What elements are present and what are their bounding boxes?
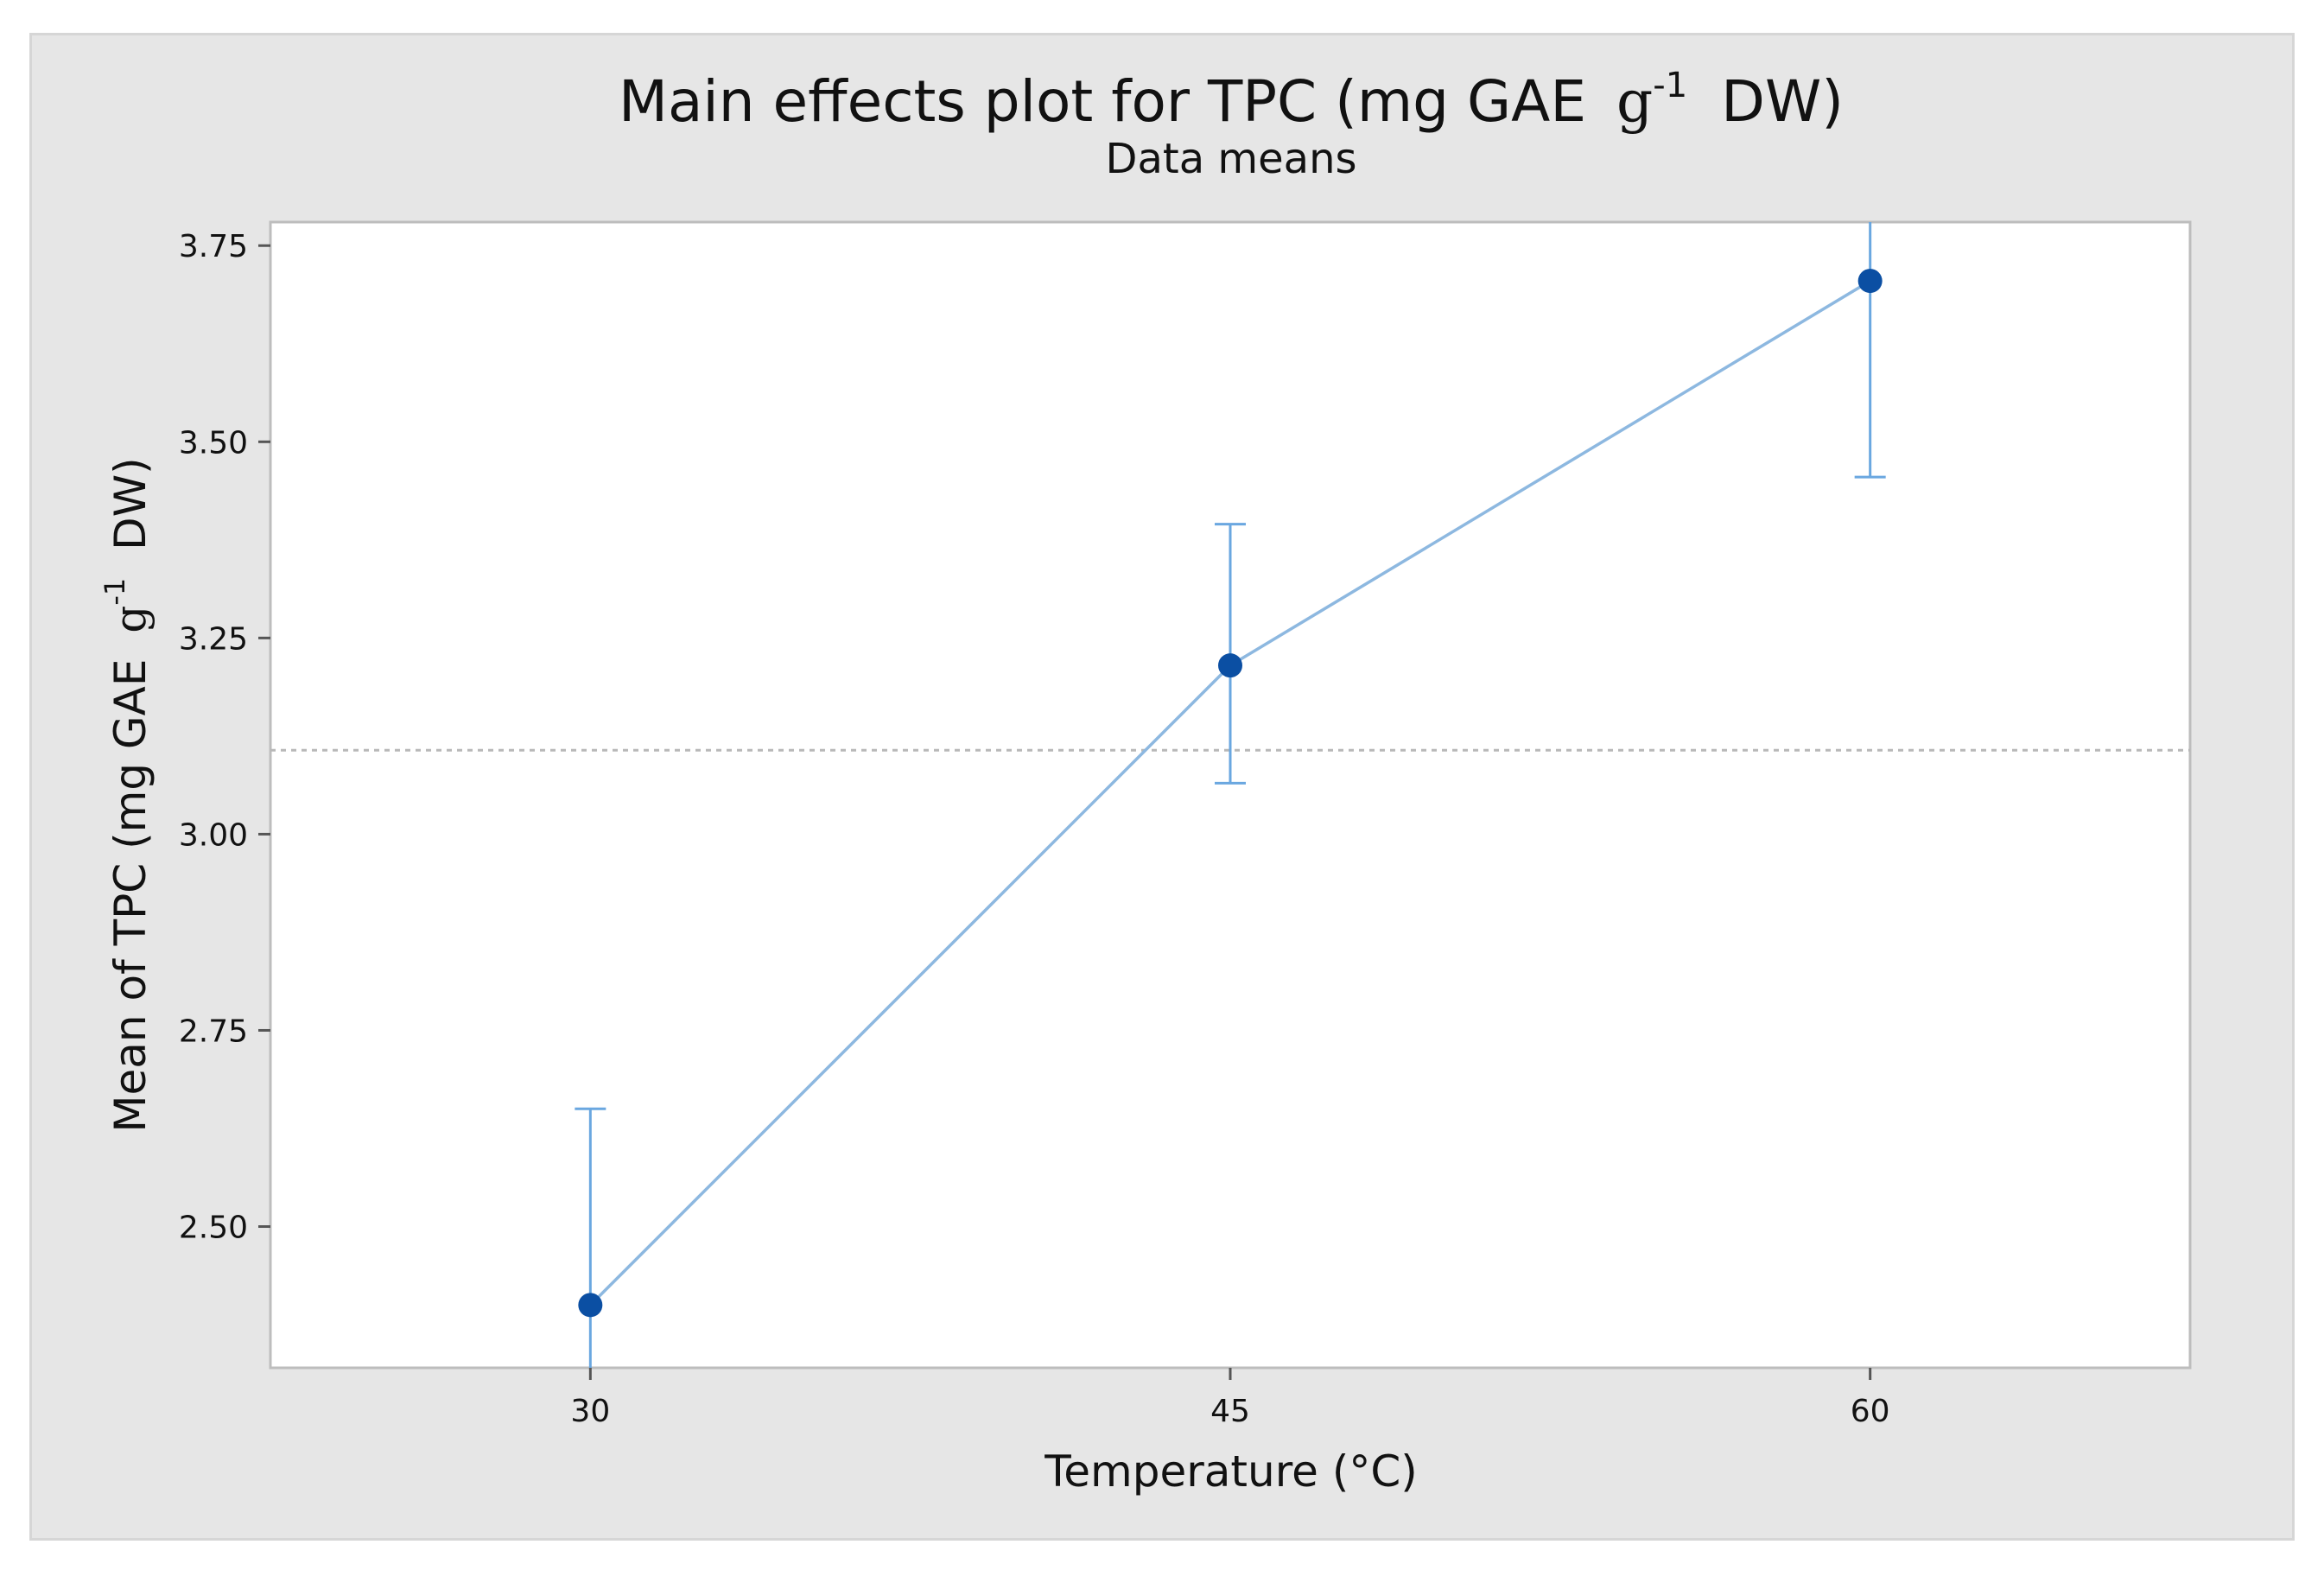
x-tick-label: 30 bbox=[570, 1394, 610, 1429]
data-point bbox=[1218, 653, 1242, 678]
data-point bbox=[1857, 269, 1883, 294]
y-tick-label: 3.50 bbox=[179, 425, 248, 461]
y-axis-label: Mean of TPC (mg GAE g-1 DW) bbox=[85, 457, 156, 1132]
y-tick-label: 3.25 bbox=[179, 621, 248, 657]
x-tick-label: 60 bbox=[1851, 1394, 1890, 1429]
y-tick-label: 3.75 bbox=[179, 229, 248, 264]
chart-title: Main effects plot for TPC (mg GAE g-1 DW… bbox=[619, 44, 1844, 135]
x-axis-label: Temperature (°C) bbox=[1044, 1446, 1418, 1497]
y-tick-label: 2.50 bbox=[179, 1211, 248, 1246]
x-tick-label: 45 bbox=[1210, 1394, 1250, 1429]
data-point bbox=[578, 1293, 603, 1318]
plot-area bbox=[269, 220, 2192, 1370]
y-tick-label: 3.00 bbox=[179, 817, 248, 853]
y-tick-label: 2.75 bbox=[179, 1014, 248, 1049]
chart-subtitle: Data means bbox=[1106, 135, 1357, 183]
